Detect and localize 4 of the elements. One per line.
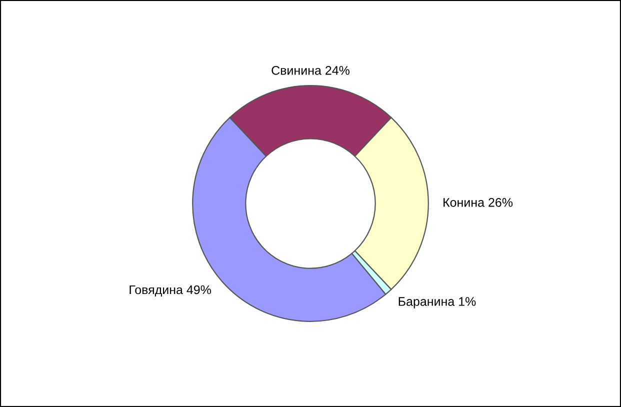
slice-label: Говядина 49% <box>130 285 212 297</box>
slice-label: Баранина 1% <box>398 297 476 308</box>
slice-label: Свинина 24% <box>272 66 350 75</box>
slice-label: Конина 26% <box>444 198 513 207</box>
